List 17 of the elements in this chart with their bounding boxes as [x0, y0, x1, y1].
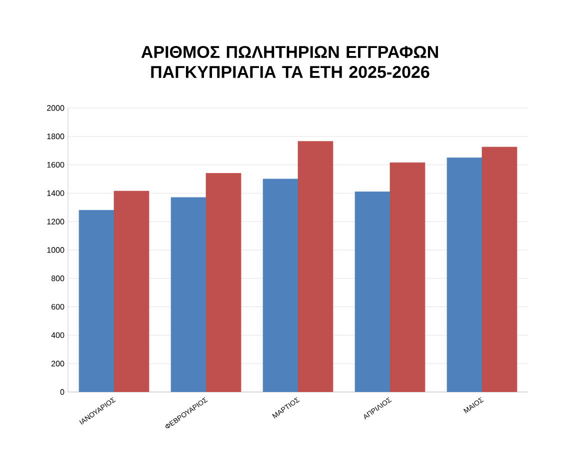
bar: [482, 146, 518, 392]
y-tick-label: 400: [51, 332, 64, 338]
y-tick-label: 0: [60, 389, 64, 395]
y-tick-label: 1200: [47, 218, 64, 224]
y-tick-label: 1800: [47, 134, 64, 140]
y-tick-label: 1000: [47, 247, 64, 253]
y-tick-label: 2000: [47, 105, 64, 111]
y-tick-label: 1600: [47, 162, 64, 168]
bar: [206, 173, 242, 392]
bar: [298, 141, 334, 392]
bar: [114, 190, 150, 392]
chart-title: ΑΡΙΘΜΟΣ ΠΩΛΗΤΗΡΙΩΝ ΕΓΓΡΑΦΩΝ ΠΑΓΚΥΠΡΙΑΓΙΑ ΤΑ ΕΤΗ 2025-2026: [141, 46, 438, 78]
y-tick-label: 1400: [47, 190, 64, 196]
bar: [390, 162, 426, 392]
y-tick-label: 800: [51, 276, 64, 282]
y-tick-label: 600: [52, 304, 64, 310]
y-tick-label: 200: [52, 360, 64, 366]
